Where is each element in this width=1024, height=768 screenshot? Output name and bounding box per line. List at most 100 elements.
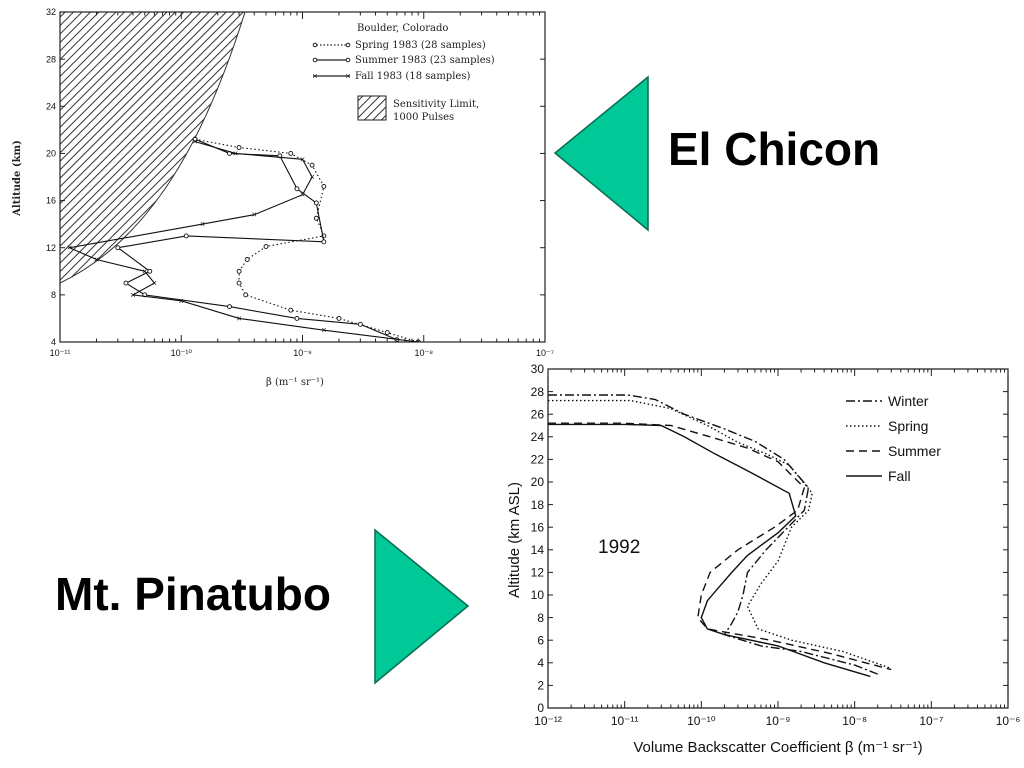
- data-point: ×: [94, 255, 99, 265]
- data-point: [183, 233, 189, 239]
- data-point: ×: [300, 154, 305, 164]
- svg-text:×: ×: [312, 71, 317, 81]
- y-tick-label: 6: [537, 633, 544, 647]
- y-tick-label: 4: [537, 656, 544, 670]
- x-tick-label: 10⁻⁹: [293, 348, 312, 358]
- y-tick-label: 16: [46, 196, 56, 206]
- data-point: [294, 315, 300, 321]
- legend-2: Winter Spring Summer Fall: [846, 393, 941, 484]
- x-tick-label: 10⁻¹¹: [50, 348, 71, 358]
- data-point: [309, 162, 315, 168]
- series-line: [67, 141, 419, 342]
- x-tick-label: 10⁻⁶: [996, 714, 1020, 728]
- sensitivity-label-1: Sensitivity Limit,: [393, 99, 479, 110]
- y-tick-label: 8: [51, 290, 56, 300]
- x-tick-label: 10⁻¹¹: [611, 714, 639, 728]
- data-point: ×: [200, 219, 205, 229]
- y-tick-label: 20: [531, 475, 545, 489]
- data-point: [263, 244, 269, 249]
- el-chicon-chart: × × × × × × × × × × × × × × × × 4 8 12 16 20 24 28 32 10⁻¹¹ 10⁻¹…: [12, 7, 554, 388]
- data-point: [313, 200, 319, 206]
- data-point: [244, 257, 250, 262]
- data-point: [147, 268, 153, 274]
- y-tick-label: 28: [46, 54, 56, 64]
- y-axis-label-2: Altitude (km ASL): [506, 482, 523, 598]
- series-line: [548, 422, 892, 671]
- y-tick-label: 10: [531, 588, 545, 602]
- y-tick-label: 26: [531, 407, 545, 421]
- series-line: [548, 394, 878, 675]
- right-pointing-arrow: [374, 528, 470, 685]
- svg-text:×: ×: [345, 71, 350, 81]
- data-point: ×: [152, 278, 157, 288]
- y-tick-label: 28: [531, 385, 545, 399]
- x-tick-label: 10⁻¹⁰: [687, 714, 716, 728]
- data-point: ×: [233, 148, 238, 158]
- y-tick-label: 18: [531, 498, 545, 512]
- data-point: [115, 245, 121, 251]
- y-tick-label: 12: [531, 566, 545, 580]
- data-point: [357, 321, 363, 327]
- data-point: ×: [130, 290, 135, 300]
- y-tick-label: 24: [531, 430, 545, 444]
- data-point: ×: [67, 243, 72, 253]
- y-tick-label: 2: [537, 679, 544, 693]
- series-line: [548, 423, 871, 678]
- y-axis-label: Altitude (km): [12, 140, 23, 217]
- y-tick-label: 32: [46, 7, 56, 17]
- data-point: [321, 239, 327, 245]
- x-tick-label: 10⁻⁸: [842, 714, 867, 728]
- sensitivity-limit-region: [60, 12, 246, 284]
- y-tick-label: 16: [531, 520, 545, 534]
- x-axis-label: β (m⁻¹ sr⁻¹): [266, 377, 324, 388]
- data-point: ×: [142, 266, 147, 276]
- legend-spring-2: Spring: [888, 418, 928, 434]
- data-point: ×: [236, 313, 241, 323]
- y-tick-label: 0: [537, 701, 544, 715]
- x-tick-label: 10⁻⁷: [536, 348, 554, 358]
- x-tick-label: 10⁻¹⁰: [171, 348, 193, 358]
- y-tick-label: 24: [46, 101, 56, 111]
- y-tick-label: 22: [531, 453, 545, 467]
- y-tick-label: 20: [46, 149, 56, 159]
- x-tick-label: 10⁻⁸: [414, 348, 433, 358]
- data-point: [294, 186, 300, 192]
- series-line: [548, 399, 892, 670]
- data-point: ×: [321, 325, 326, 335]
- legend-title: Boulder, Colorado: [357, 23, 448, 34]
- y-tick-label: 30: [531, 362, 545, 376]
- data-point: [227, 304, 232, 310]
- data-point: [236, 280, 242, 286]
- data-point: ×: [300, 190, 305, 200]
- data-point: [384, 330, 390, 336]
- data-point: ×: [309, 172, 314, 182]
- legend-spring: Spring 1983 (28 samples): [355, 40, 486, 51]
- x-tick-label: 10⁻⁷: [919, 714, 943, 728]
- legend: Boulder, Colorado Spring 1983 (28 sample…: [312, 23, 494, 123]
- x-tick-label: 10⁻¹²: [534, 714, 562, 728]
- data-point: ×: [179, 296, 184, 306]
- x-tick-label: 10⁻⁹: [766, 714, 791, 728]
- legend-summer: Summer 1983 (23 samples): [355, 55, 495, 66]
- data-point: [288, 150, 294, 156]
- left-pointing-arrow: [553, 75, 649, 232]
- y-tick-label: 8: [537, 611, 544, 625]
- data-point: [288, 307, 294, 313]
- data-point: ×: [192, 137, 197, 147]
- data-point: [123, 280, 129, 286]
- y-tick-label: 12: [46, 243, 56, 253]
- el-chicon-label: El Chicon: [668, 123, 881, 175]
- y-tick-label: 4: [51, 337, 56, 347]
- legend-summer-2: Summer: [888, 443, 941, 459]
- data-point: [236, 145, 242, 150]
- data-point: [243, 292, 249, 298]
- legend-fall-2: Fall: [888, 468, 911, 484]
- legend-winter: Winter: [888, 393, 929, 409]
- year-annotation: 1992: [598, 537, 640, 558]
- data-point: [192, 136, 198, 142]
- data-point: ×: [252, 210, 257, 220]
- y-tick-label: 14: [531, 543, 545, 557]
- legend-fall: Fall 1983 (18 samples): [355, 71, 470, 82]
- sensitivity-label-2: 1000 Pulses: [393, 112, 454, 123]
